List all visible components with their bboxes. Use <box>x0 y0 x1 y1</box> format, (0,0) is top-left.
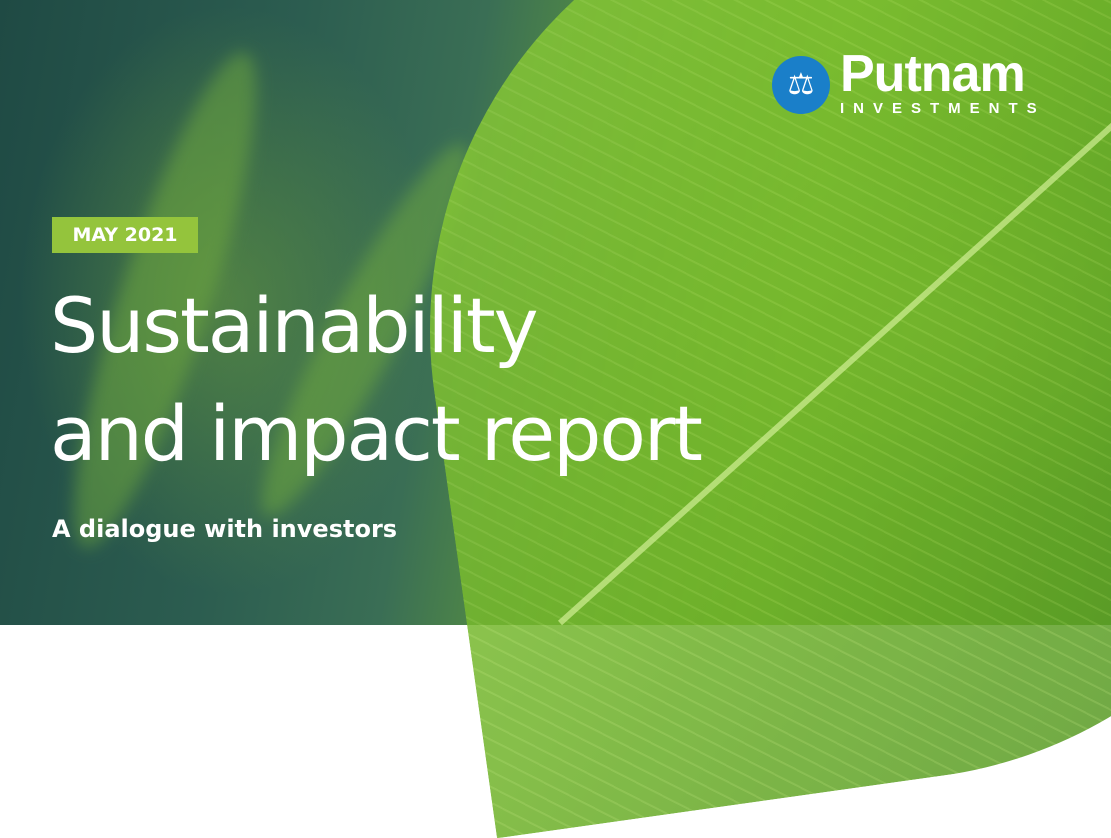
title-line-2: and impact report <box>50 389 703 478</box>
putnam-logo: ⚖ Putnam INVESTMENTS <box>772 45 1046 117</box>
scales-of-justice-icon: ⚖ <box>772 55 830 114</box>
date-badge: MAY 2021 <box>52 217 198 253</box>
logo-tagline: INVESTMENTS <box>840 100 1046 117</box>
title-line-1: Sustainability <box>50 281 539 370</box>
report-subtitle: A dialogue with investors <box>52 515 398 543</box>
report-title: Sustainability and impact report <box>50 272 703 488</box>
logo-name: Putnam <box>840 45 1026 103</box>
